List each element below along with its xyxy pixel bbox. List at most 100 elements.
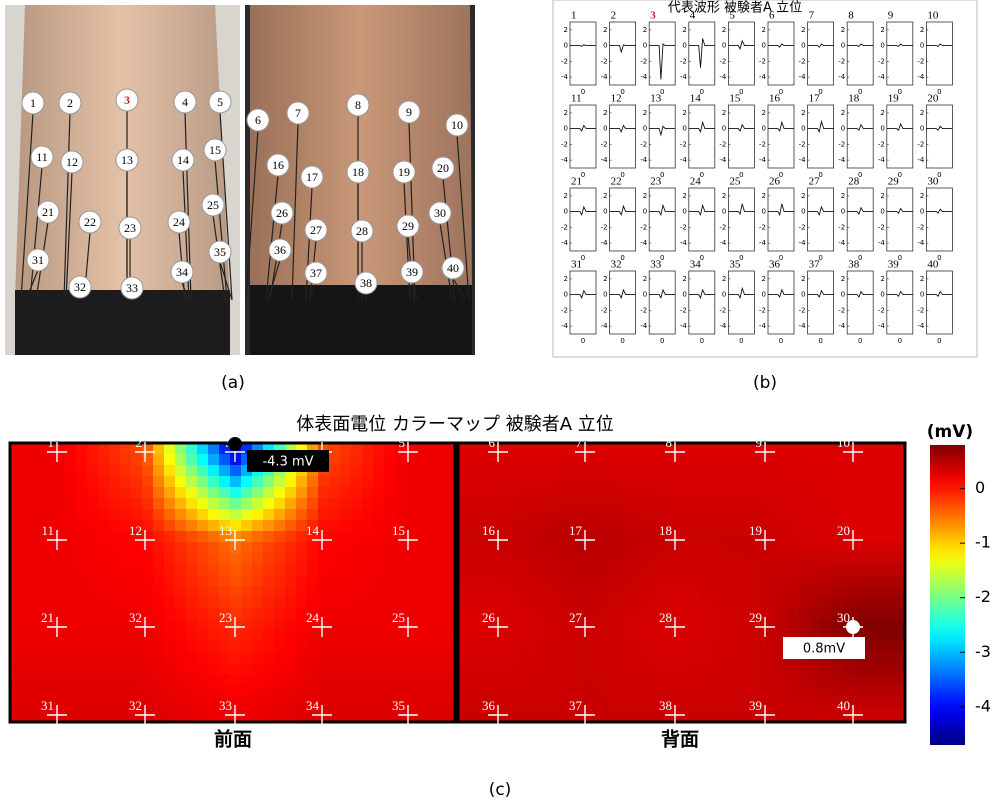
- potential-cell: [384, 586, 396, 598]
- potential-cell: [623, 454, 635, 466]
- potential-cell: [285, 575, 297, 587]
- potential-cell: [821, 619, 833, 631]
- potential-cell: [131, 641, 143, 653]
- potential-cell: [590, 476, 602, 488]
- electrode-number: 38: [360, 276, 372, 290]
- potential-cell: [318, 619, 330, 631]
- potential-cell: [557, 663, 569, 675]
- potential-cell: [535, 586, 547, 598]
- potential-cell: [623, 619, 635, 631]
- panel-label: (b): [753, 373, 777, 393]
- y-tick-label: 0: [603, 42, 607, 50]
- potential-cell: [645, 498, 657, 510]
- potential-cell: [590, 443, 602, 455]
- potential-cell: [821, 685, 833, 697]
- potential-cell: [21, 641, 33, 653]
- potential-cell: [733, 553, 745, 565]
- potential-cell: [524, 674, 536, 686]
- potential-cell: [524, 542, 536, 554]
- potential-cell: [285, 630, 297, 642]
- potential-cell: [208, 652, 220, 664]
- potential-cell: [546, 465, 558, 477]
- potential-cell: [557, 564, 569, 576]
- potential-cell: [535, 597, 547, 609]
- potential-cell: [887, 586, 899, 598]
- potential-cell: [656, 498, 668, 510]
- potential-cell: [458, 575, 470, 587]
- potential-cell: [524, 564, 536, 576]
- potential-cell: [340, 476, 352, 488]
- potential-cell: [54, 476, 66, 488]
- potential-cell: [491, 564, 503, 576]
- potential-cell: [208, 619, 220, 631]
- y-tick-label: -4: [799, 73, 807, 81]
- y-tick-label: -4: [601, 73, 609, 81]
- y-tick-label: -4: [680, 322, 688, 330]
- potential-cell: [318, 630, 330, 642]
- potential-cell: [307, 674, 319, 686]
- potential-cell: [579, 498, 591, 510]
- potential-cell: [480, 575, 492, 587]
- channel-label: 36: [769, 259, 781, 271]
- potential-cell: [241, 586, 253, 598]
- potential-cell: [502, 564, 514, 576]
- potential-cell: [546, 564, 558, 576]
- potential-cell: [197, 465, 209, 477]
- electrode-label: 5: [399, 435, 406, 450]
- potential-cell: [164, 520, 176, 532]
- potential-cell: [766, 575, 778, 587]
- y-tick-label: -2: [561, 57, 568, 65]
- potential-cell: [777, 564, 789, 576]
- y-tick-label: 0: [801, 42, 805, 50]
- potential-cell: [285, 608, 297, 620]
- potential-cell: [219, 454, 231, 466]
- y-tick-label: 2: [722, 109, 726, 117]
- potential-cell: [689, 641, 701, 653]
- y-tick-label: -4: [561, 156, 569, 164]
- electrode-label: 32: [129, 698, 142, 713]
- potential-cell: [21, 509, 33, 521]
- potential-cell: [384, 465, 396, 477]
- potential-cell: [54, 509, 66, 521]
- potential-cell: [197, 696, 209, 708]
- potential-cell: [502, 663, 514, 675]
- potential-cell: [832, 542, 844, 554]
- potential-cell: [678, 443, 690, 455]
- potential-cell: [76, 476, 88, 488]
- potential-cell: [469, 553, 481, 565]
- potential-cell: [590, 487, 602, 499]
- potential-cell: [777, 487, 789, 499]
- potential-cell: [513, 696, 525, 708]
- potential-cell: [700, 498, 712, 510]
- potential-cell: [491, 597, 503, 609]
- potential-cell: [832, 597, 844, 609]
- potential-cell: [153, 586, 165, 598]
- channel-label: 18: [848, 93, 860, 105]
- potential-cell: [546, 575, 558, 587]
- potential-cell: [524, 553, 536, 565]
- potential-cell: [513, 498, 525, 510]
- y-tick-label: 0: [801, 291, 805, 299]
- electrode-number: 29: [402, 219, 414, 233]
- potential-cell: [876, 597, 888, 609]
- potential-cell: [623, 707, 635, 719]
- potential-cell: [296, 641, 308, 653]
- potential-cell: [164, 542, 176, 554]
- potential-cell: [197, 630, 209, 642]
- potential-cell: [131, 454, 143, 466]
- potential-cell: [340, 685, 352, 697]
- potential-cell: [87, 509, 99, 521]
- y-tick-label: -2: [680, 223, 687, 231]
- potential-cell: [491, 674, 503, 686]
- potential-cell: [230, 553, 242, 565]
- potential-cell: [799, 542, 811, 554]
- potential-cell: [546, 608, 558, 620]
- potential-cell: [153, 663, 165, 675]
- potential-cell: [406, 674, 418, 686]
- potential-cell: [601, 443, 613, 455]
- potential-cell: [502, 619, 514, 631]
- potential-cell: [395, 487, 407, 499]
- potential-cell: [656, 465, 668, 477]
- y-tick-label: -4: [759, 156, 767, 164]
- potential-cell: [230, 498, 242, 510]
